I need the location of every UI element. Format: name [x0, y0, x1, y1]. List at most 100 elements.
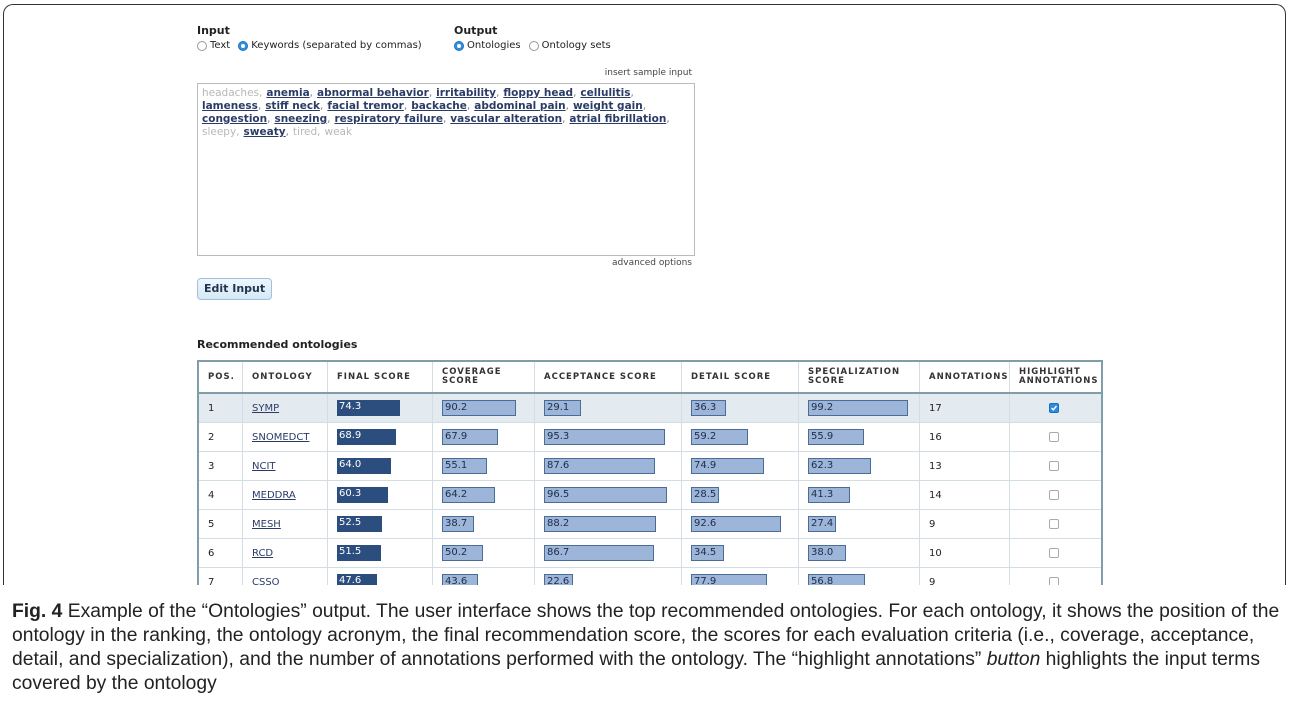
cell-text: 14 — [929, 489, 942, 501]
highlight-checkbox[interactable] — [1049, 432, 1059, 442]
score-bar: 86.7 — [544, 545, 655, 561]
separator: , — [565, 100, 569, 112]
score-bar: 38.7 — [442, 516, 474, 532]
covered-term: abnormal behavior — [317, 87, 429, 99]
separator: , — [666, 113, 670, 125]
highlight-checkbox[interactable] — [1049, 461, 1059, 471]
radio-label: Keywords (separated by commas) — [251, 40, 422, 51]
table-cell: 96.5 — [535, 481, 682, 509]
score-bar: 95.3 — [544, 429, 666, 445]
table-row: 1 SYMP 74.3 90.2 29.1 36.3 99.2 17 — [199, 394, 1101, 423]
term: respiratory failure, — [334, 113, 446, 126]
score-bar: 55.9 — [808, 429, 865, 445]
insert-sample-link[interactable]: insert sample input — [604, 68, 692, 78]
ontology-link[interactable]: CSSO — [252, 576, 280, 586]
radio-option[interactable]: Keywords (separated by commas) — [238, 40, 422, 51]
table-cell: 64.2 — [433, 481, 535, 509]
table-cell: 10 — [920, 539, 1010, 567]
ontology-link[interactable]: RCD — [252, 547, 274, 559]
table-cell: 62.3 — [799, 452, 920, 480]
table-cell: 3 — [199, 452, 243, 480]
cell-text: 9 — [929, 518, 936, 530]
output-options: Ontologies Ontology sets — [454, 40, 615, 51]
term: abnormal behavior, — [317, 87, 432, 100]
cell-text: 3 — [208, 460, 215, 472]
ontology-link[interactable]: NCIT — [252, 460, 276, 472]
radio-button[interactable] — [454, 40, 464, 51]
table-cell: MESH — [243, 510, 328, 538]
highlight-checkbox[interactable] — [1049, 548, 1059, 558]
covered-term: abdominal pain — [474, 100, 566, 112]
text-area[interactable]: headaches, anemia, abnormal behavior, irrit… — [197, 83, 695, 256]
uncovered-term: sleepy — [202, 126, 237, 138]
table-cell: 56.8 — [799, 568, 920, 585]
cell-text: 9 — [929, 576, 936, 586]
table-row: 6 RCD 51.5 50.2 86.7 34.5 38.0 10 — [199, 539, 1101, 568]
table-cell: 77.9 — [682, 568, 799, 585]
covered-term: vascular alteration — [450, 113, 563, 125]
table-cell: 13 — [920, 452, 1010, 480]
highlight-checkbox[interactable] — [1049, 403, 1059, 413]
ontology-link[interactable]: SNOMEDCT — [252, 431, 310, 443]
radio-button[interactable] — [197, 40, 207, 51]
term: stiff neck, — [265, 100, 323, 113]
table-cell: 74.9 — [682, 452, 799, 480]
radio-button[interactable] — [238, 40, 249, 51]
advanced-options-link[interactable]: advanced options — [612, 258, 692, 268]
score-bar: 56.8 — [808, 574, 866, 585]
edit-button[interactable]: Edit Input — [197, 278, 273, 300]
table-cell: 38.0 — [799, 539, 920, 567]
highlight-checkbox[interactable] — [1049, 490, 1059, 500]
table-cell: CSSO — [243, 568, 328, 585]
score-bar: 41.3 — [808, 487, 850, 503]
score-bar: 29.1 — [544, 400, 581, 416]
cell-text: 7 — [208, 576, 215, 586]
highlight-checkbox[interactable] — [1049, 519, 1059, 529]
covered-term: sneezing — [274, 113, 328, 125]
covered-term: sweaty — [243, 126, 286, 138]
radio-label: Ontologies — [467, 40, 521, 51]
output-title: Output — [454, 24, 498, 37]
table-cell: 60.3 — [328, 481, 433, 509]
highlight-checkbox[interactable] — [1049, 577, 1059, 585]
score-bar: 74.3 — [337, 400, 401, 416]
table-cell: 41.3 — [799, 481, 920, 509]
table-cell — [1010, 452, 1101, 480]
radio-option[interactable]: Ontology sets — [528, 40, 611, 51]
table-cell: 86.7 — [535, 539, 682, 567]
radio-button[interactable] — [528, 40, 539, 51]
covered-term: lameness — [202, 100, 258, 112]
ontology-link[interactable]: SYMP — [252, 402, 280, 414]
score-bar: 92.6 — [691, 516, 781, 532]
column-header: ACCEPTANCE SCORE — [535, 362, 682, 392]
table-cell: 51.5 — [328, 539, 433, 567]
column-header: ANNOTATIONS — [920, 362, 1010, 392]
score-bar: 68.9 — [337, 429, 396, 445]
separator: , — [630, 87, 634, 99]
term: vascular alteration, — [450, 113, 565, 126]
table-cell: 5 — [199, 510, 243, 538]
term: weight gain, — [573, 100, 646, 113]
table-cell: 34.5 — [682, 539, 799, 567]
term: lameness, — [202, 100, 261, 113]
table-row: 2 SNOMEDCT 68.9 67.9 95.3 59.2 55.9 16 — [199, 423, 1101, 452]
score-bar: 43.6 — [442, 574, 478, 585]
radio-option[interactable]: Text — [197, 40, 230, 51]
table-cell: SNOMEDCT — [243, 423, 328, 451]
separator: , — [285, 126, 289, 138]
table-cell: 47.6 — [328, 568, 433, 585]
term: anemia, — [266, 87, 313, 100]
table-cell: 38.7 — [433, 510, 535, 538]
radio-option[interactable]: Ontologies — [454, 40, 521, 51]
separator: , — [317, 126, 321, 138]
ontology-link[interactable]: MEDDRA — [252, 489, 296, 501]
separator: , — [442, 113, 447, 125]
score-bar: 87.6 — [544, 458, 656, 474]
ontology-link[interactable]: MESH — [252, 518, 281, 530]
score-bar: 60.3 — [337, 487, 389, 503]
score-bar: 27.4 — [808, 516, 836, 532]
radio-label: Text — [210, 40, 231, 51]
score-bar: 52.5 — [337, 516, 382, 532]
score-bar: 96.5 — [544, 487, 667, 503]
column-header: FINAL SCORE — [328, 362, 433, 392]
